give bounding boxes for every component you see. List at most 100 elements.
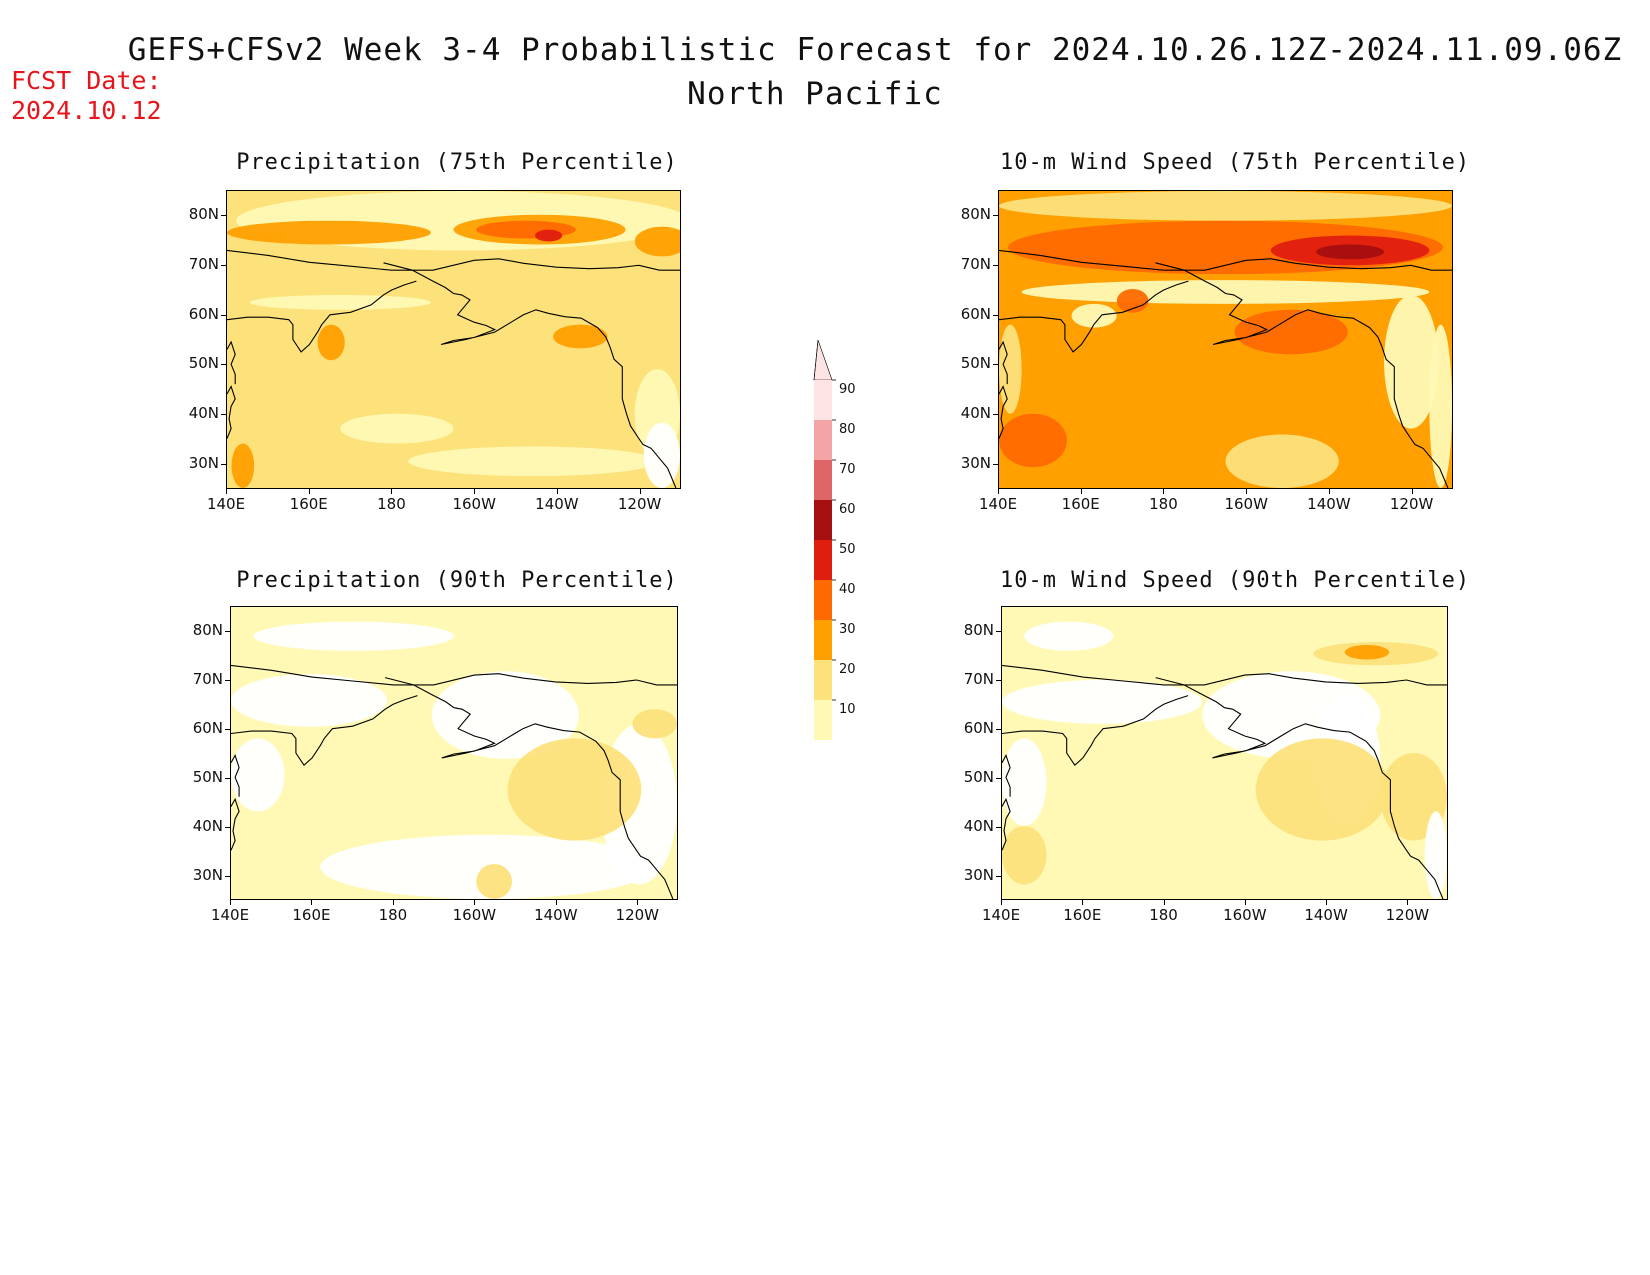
- map-wind-90: [1001, 606, 1448, 900]
- colorbar-label: 80: [839, 422, 856, 437]
- map-precip-90: [230, 606, 678, 900]
- lat-label: 80N: [192, 620, 223, 639]
- colorbar-label: 90: [839, 382, 856, 397]
- lat-tick: [225, 875, 230, 877]
- lon-label: 180: [378, 906, 408, 924]
- lat-tick: [993, 364, 998, 366]
- lon-label: 120W: [1385, 906, 1430, 924]
- map-canvas: [999, 191, 1452, 488]
- lon-tick: [1001, 900, 1002, 905]
- probability-contour: [231, 674, 388, 727]
- lon-label: 120W: [617, 495, 662, 513]
- coastline: [999, 249, 1452, 271]
- lat-tick: [996, 630, 1001, 632]
- probability-contour: [1116, 289, 1149, 313]
- lon-tick: [998, 489, 999, 494]
- map-precip-75: [226, 190, 681, 489]
- lon-tick: [639, 489, 641, 494]
- probability-contour: [408, 446, 658, 477]
- colorbar-graphic: [813, 339, 836, 781]
- lon-label: 160W: [452, 906, 497, 924]
- lat-tick: [993, 214, 998, 216]
- probability-contour: [227, 220, 431, 245]
- lat-label: 60N: [960, 304, 991, 323]
- probability-contour: [1316, 244, 1385, 260]
- lon-tick: [1163, 900, 1165, 905]
- coastline: [1002, 797, 1011, 851]
- map-canvas: [1002, 607, 1447, 899]
- probability-contour: [1071, 303, 1117, 328]
- probability-contour: [340, 413, 454, 444]
- map-canvas: [231, 607, 677, 899]
- probability-contour: [476, 863, 512, 899]
- probability-contour: [317, 324, 345, 361]
- probability-contour: [1384, 294, 1439, 429]
- coastline: [999, 280, 1189, 353]
- lon-tick: [555, 900, 557, 905]
- colorbar-top-arrow: [813, 339, 833, 381]
- lon-tick: [226, 489, 227, 494]
- lat-label: 60N: [963, 718, 994, 737]
- lon-tick: [637, 900, 639, 905]
- lon-tick: [230, 900, 231, 905]
- region-title: North Pacific: [687, 76, 943, 112]
- lat-tick: [993, 264, 998, 266]
- lon-label: 180: [1149, 906, 1178, 924]
- colorbar-segment: [814, 580, 832, 620]
- lat-tick: [225, 679, 230, 681]
- lon-label: 160E: [1063, 906, 1102, 924]
- map-canvas: [227, 191, 680, 488]
- lat-tick: [221, 214, 226, 216]
- coastline: [1155, 262, 1449, 488]
- map-wind-75: [998, 190, 1453, 489]
- lat-label: 30N: [963, 865, 994, 884]
- lat-tick: [996, 679, 1001, 681]
- lon-label: 140W: [535, 495, 579, 513]
- colorbar-segment: [814, 380, 832, 420]
- lat-tick: [221, 414, 226, 416]
- colorbar-segment: [814, 460, 832, 500]
- lon-label: 160E: [292, 906, 331, 924]
- probability-contour: [231, 443, 255, 488]
- lon-label: 140E: [981, 906, 1021, 924]
- lon-tick: [1244, 900, 1246, 905]
- lat-label: 40N: [192, 816, 223, 835]
- lon-tick: [1328, 489, 1330, 494]
- colorbar-segment: [814, 660, 832, 700]
- lon-tick: [1407, 900, 1409, 905]
- lat-tick: [996, 777, 1001, 779]
- lat-tick: [221, 314, 226, 316]
- lon-label: 140W: [1304, 906, 1348, 924]
- lat-tick: [225, 630, 230, 632]
- lat-tick: [221, 464, 226, 466]
- lon-tick: [1082, 900, 1084, 905]
- lon-label: 120W: [1389, 495, 1434, 513]
- lon-label: 180: [1149, 495, 1178, 513]
- lat-label: 80N: [188, 204, 219, 223]
- lat-label: 50N: [188, 354, 219, 373]
- probability-contour: [253, 621, 454, 651]
- lat-tick: [225, 826, 230, 828]
- coastline: [227, 385, 236, 439]
- probability-contour: [999, 324, 1022, 414]
- probability-contour: [1024, 621, 1114, 651]
- lon-label: 120W: [615, 906, 659, 924]
- coastline: [227, 280, 417, 353]
- lon-tick: [311, 900, 313, 905]
- colorbar-label: 60: [839, 502, 856, 517]
- colorbar-segment: [814, 500, 832, 540]
- coastline: [384, 677, 674, 899]
- coastline: [1002, 754, 1011, 797]
- lat-tick: [221, 264, 226, 266]
- colorbar-segment: [814, 700, 832, 740]
- lat-tick: [225, 777, 230, 779]
- lat-label: 30N: [192, 865, 223, 884]
- lat-label: 80N: [960, 204, 991, 223]
- colorbar-label: 40: [839, 582, 856, 597]
- lat-tick: [993, 314, 998, 316]
- lon-label: 160W: [1224, 495, 1268, 513]
- colorbar-label: 30: [839, 622, 856, 637]
- lat-label: 30N: [188, 454, 219, 473]
- panel-title-precip-90: Precipitation (90th Percentile): [236, 568, 678, 593]
- panel-title-wind-90: 10-m Wind Speed (90th Percentile): [1000, 568, 1471, 593]
